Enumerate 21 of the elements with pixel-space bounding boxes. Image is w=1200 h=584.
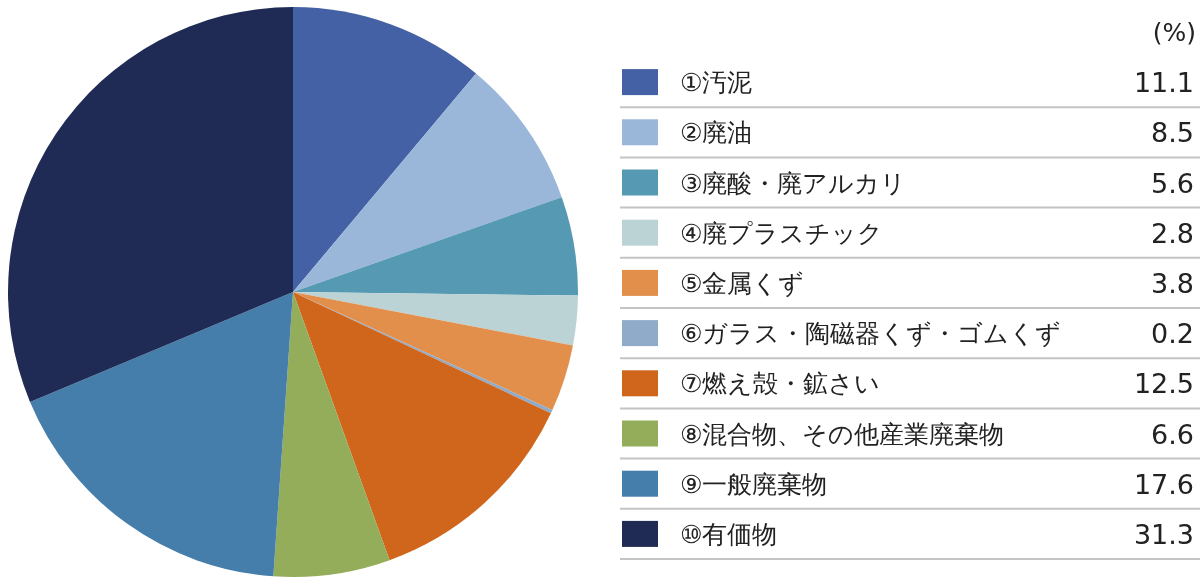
legend-label: ⑩有価物: [680, 519, 778, 549]
legend-label: ⑥ガラス・陶磁器くず・ゴムくず: [680, 319, 1062, 349]
legend-label: ①汚泥: [680, 68, 753, 98]
data-label: 6.6: [1151, 418, 1194, 450]
data-label: 17.6: [1133, 468, 1194, 500]
legend-label: ④廃プラスチック: [680, 218, 884, 248]
data-label: 5.6: [1151, 167, 1194, 199]
data-label: 11.1: [1133, 67, 1194, 99]
data-label: 8.5: [1151, 117, 1194, 149]
text: (%): [1152, 18, 1196, 47]
data-label: 31.3: [1133, 518, 1194, 550]
legend-label: ⑤金属くず: [680, 268, 805, 298]
data-label: 3.8: [1151, 267, 1194, 299]
data-label: 12.5: [1133, 368, 1194, 400]
legend-label: ②廃油: [680, 118, 753, 148]
legend-label: ⑦燃え殻・鉱さい: [680, 369, 881, 399]
data-label: 2.8: [1151, 217, 1194, 249]
legend-label: ⑧混合物、その他産業廃棄物: [680, 419, 1005, 449]
data-label: 0.2: [1151, 318, 1194, 350]
legend-label: ⑨一般廃棄物: [680, 469, 828, 499]
legend-label: ③廃酸・廃アルカリ: [680, 168, 907, 198]
